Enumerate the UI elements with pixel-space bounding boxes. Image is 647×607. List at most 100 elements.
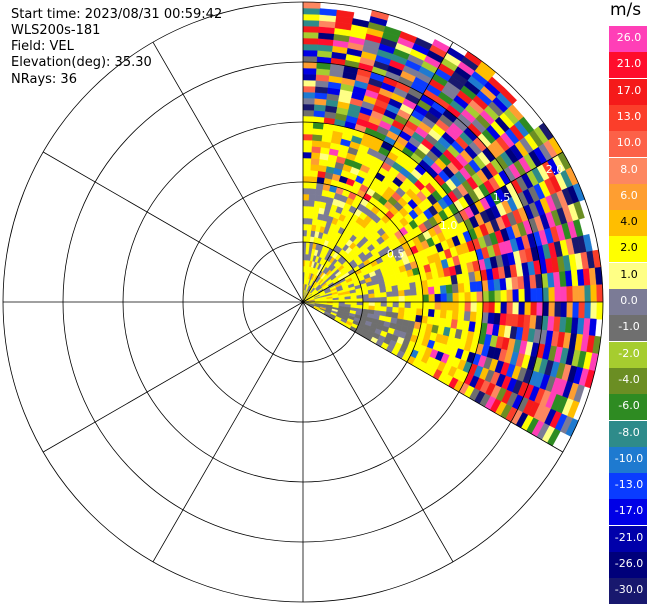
velocity-gate xyxy=(427,309,436,318)
velocity-gate xyxy=(404,289,412,297)
colorbar-swatch xyxy=(609,367,647,394)
velocity-gate xyxy=(524,301,532,316)
velocity-gate xyxy=(307,205,315,213)
velocity-gate xyxy=(312,134,323,142)
velocity-gate xyxy=(416,301,424,310)
colorbar-swatch xyxy=(609,262,647,289)
velocity-gate xyxy=(302,223,308,231)
velocity-gate xyxy=(428,301,436,310)
velocity-gate xyxy=(386,301,394,308)
velocity-gate xyxy=(368,293,376,299)
velocity-gate xyxy=(302,199,310,207)
velocity-gate xyxy=(374,292,382,299)
colorbar-swatch xyxy=(609,420,647,447)
velocity-gate xyxy=(302,85,316,93)
velocity-gate xyxy=(554,301,562,318)
velocity-gate xyxy=(433,309,442,319)
azimuth-spoke xyxy=(152,41,304,303)
velocity-gate xyxy=(302,61,318,69)
colorbar-swatch xyxy=(609,183,647,210)
velocity-gate xyxy=(416,294,424,303)
colorbar-swatch xyxy=(609,52,647,79)
velocity-gate xyxy=(464,301,472,313)
velocity-gate xyxy=(302,229,308,237)
velocity-gate xyxy=(542,301,550,317)
velocity-gate xyxy=(302,55,318,63)
velocity-gate xyxy=(302,139,313,147)
colorbar-swatch xyxy=(609,446,647,473)
velocity-gate xyxy=(469,311,477,323)
velocity-gate xyxy=(458,292,466,303)
velocity-gate xyxy=(548,301,556,317)
colorbar-swatch xyxy=(609,525,647,552)
velocity-gate xyxy=(302,247,307,255)
velocity-gate xyxy=(488,290,496,303)
velocity-gate xyxy=(398,295,406,303)
colorbar-swatch xyxy=(609,26,647,52)
velocity-gate xyxy=(380,301,388,308)
velocity-gate xyxy=(310,163,320,172)
velocity-gate xyxy=(566,301,574,318)
range-ring-label: 1.0 xyxy=(440,219,458,232)
velocity-gate xyxy=(350,301,358,306)
velocity-gate xyxy=(560,286,568,303)
velocity-gate xyxy=(392,301,400,308)
velocity-gate xyxy=(451,310,459,321)
velocity-gate xyxy=(386,306,394,313)
velocity-gate xyxy=(302,235,308,243)
velocity-gate xyxy=(302,121,314,129)
colorbar-swatch xyxy=(609,341,647,368)
velocity-gate xyxy=(596,284,604,303)
colorbar-title: m/s xyxy=(610,0,642,20)
velocity-gate xyxy=(313,104,327,112)
velocity-gate xyxy=(410,308,418,316)
velocity-gate xyxy=(440,301,448,311)
velocity-gate xyxy=(309,175,318,184)
velocity-gate xyxy=(588,318,597,337)
velocity-gate xyxy=(308,193,316,201)
velocity-gate xyxy=(398,289,406,297)
velocity-gate xyxy=(500,301,508,315)
velocity-gate xyxy=(392,296,400,303)
velocity-gate xyxy=(302,175,311,183)
colorbar-swatch xyxy=(609,552,647,578)
velocity-gate xyxy=(494,301,502,314)
velocity-gate xyxy=(439,309,448,319)
velocity-gate xyxy=(311,140,323,148)
velocity-gate xyxy=(374,301,382,307)
colorbar-swatch xyxy=(609,473,647,500)
velocity-gate xyxy=(422,301,430,310)
velocity-gate xyxy=(536,301,544,317)
velocity-gate xyxy=(362,294,370,299)
velocity-gate xyxy=(302,151,312,159)
velocity-gate xyxy=(311,152,321,160)
velocity-gate xyxy=(302,187,310,195)
velocity-gate xyxy=(302,43,319,51)
velocity-gate xyxy=(573,201,585,220)
velocity-gate xyxy=(302,133,314,141)
field-label: Field: VEL xyxy=(11,39,74,54)
velocity-gate xyxy=(445,284,453,294)
colorbar-swatch xyxy=(609,78,647,105)
velocity-gate xyxy=(302,31,319,39)
velocity-gate xyxy=(506,289,514,303)
velocity-gate xyxy=(302,25,320,33)
velocity-gate xyxy=(410,288,418,296)
velocity-gate xyxy=(302,19,320,27)
velocity-gate xyxy=(356,298,364,303)
velocity-gate xyxy=(362,301,370,307)
velocity-gate xyxy=(392,306,400,314)
velocity-gate xyxy=(302,97,316,105)
velocity-gate xyxy=(309,181,318,190)
velocity-gate xyxy=(505,313,513,327)
nrays-label: NRays: 36 xyxy=(11,72,77,87)
velocity-gate xyxy=(302,67,317,75)
velocity-gate xyxy=(409,281,417,290)
velocity-gate xyxy=(428,294,436,303)
velocity-gate xyxy=(560,301,568,318)
instrument-label: WLS200s-181 xyxy=(11,23,101,38)
velocity-gate xyxy=(554,286,562,303)
velocity-gate xyxy=(380,296,388,303)
azimuth-spoke xyxy=(42,301,304,453)
velocity-gate xyxy=(307,217,314,225)
